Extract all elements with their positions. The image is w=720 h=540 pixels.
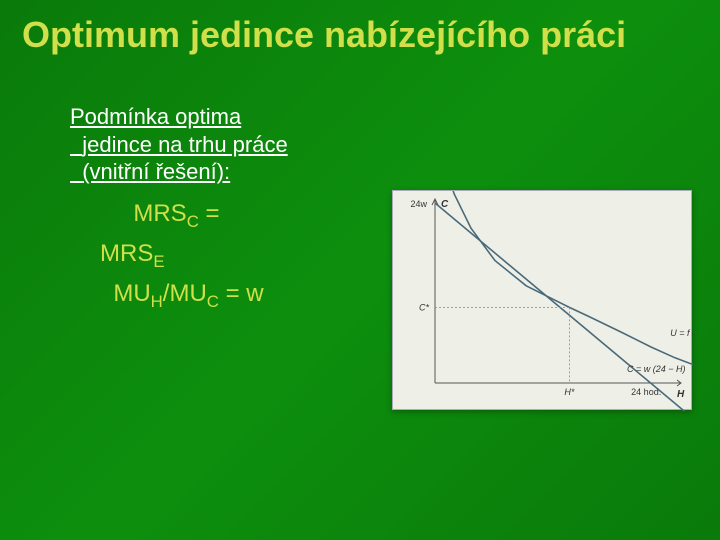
eq-w: = w <box>219 280 264 307</box>
chart-svg: CH24wC*H*24 hod.U = f (C, H)C = w (24 − … <box>393 191 693 411</box>
mu-h-sub: H <box>151 292 163 311</box>
svg-text:U = f (C, H): U = f (C, H) <box>670 328 693 338</box>
formula-line-2: MRSE <box>100 236 360 274</box>
mu-c-sub: C <box>207 292 219 311</box>
subtitle-line-1: Podmínka optima <box>70 104 241 129</box>
slide-title: Optimum jedince nabízejícího práci <box>0 0 720 63</box>
mu-c-text: /MU <box>163 280 207 307</box>
formula-block: MRSC = MRSE MUH/MUC = w <box>0 186 360 314</box>
mrs-c-sub: C <box>187 212 199 231</box>
mrs-e-text: MRS <box>100 240 153 267</box>
mu-h-text: MU <box>113 280 150 307</box>
svg-text:24w: 24w <box>410 199 427 209</box>
optimum-condition-subtitle: Podmínka optima jedince na trhu práce (v… <box>0 63 360 186</box>
subtitle-line-2: jedince na trhu práce <box>82 132 287 157</box>
mrs-e-sub: E <box>153 252 164 271</box>
mrs-c-text: MRS <box>133 200 186 227</box>
subtitle-line-3: (vnitřní řešení): <box>82 159 230 184</box>
eq-sign-1: = <box>199 200 220 227</box>
formula-line-3: MUH/MUC = w <box>100 276 360 314</box>
svg-text:C*: C* <box>419 302 429 312</box>
formula-line-1: MRSC = <box>100 196 360 234</box>
svg-text:C = w (24 − H): C = w (24 − H) <box>627 364 686 374</box>
svg-text:H: H <box>677 389 685 400</box>
svg-text:24 hod.: 24 hod. <box>631 387 661 397</box>
svg-text:H*: H* <box>564 387 574 397</box>
optimum-chart: CH24wC*H*24 hod.U = f (C, H)C = w (24 − … <box>392 190 692 410</box>
